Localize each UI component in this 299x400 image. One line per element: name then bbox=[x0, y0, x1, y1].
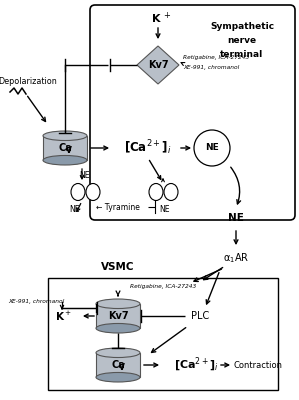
Text: α$_1$AR: α$_1$AR bbox=[223, 251, 249, 265]
Text: terminal: terminal bbox=[220, 50, 264, 59]
Text: Contraction: Contraction bbox=[234, 360, 283, 370]
Text: V: V bbox=[119, 363, 125, 372]
Text: [Ca$^{2+}$]$_i$: [Ca$^{2+}$]$_i$ bbox=[124, 139, 172, 157]
Text: Kv7: Kv7 bbox=[108, 311, 128, 321]
Text: K$^+$: K$^+$ bbox=[55, 310, 72, 322]
FancyBboxPatch shape bbox=[43, 136, 87, 160]
Text: V: V bbox=[66, 146, 72, 155]
FancyBboxPatch shape bbox=[96, 304, 140, 328]
FancyBboxPatch shape bbox=[48, 278, 278, 390]
Text: Depolarization: Depolarization bbox=[0, 78, 57, 86]
Text: NE: NE bbox=[228, 213, 244, 223]
Text: NE: NE bbox=[160, 206, 170, 214]
Ellipse shape bbox=[96, 324, 140, 333]
Text: [Ca$^{2+}$]$_i$: [Ca$^{2+}$]$_i$ bbox=[173, 356, 219, 374]
Ellipse shape bbox=[96, 299, 140, 308]
Text: NE: NE bbox=[205, 144, 219, 152]
Ellipse shape bbox=[96, 348, 140, 358]
Polygon shape bbox=[137, 46, 179, 84]
Text: NE: NE bbox=[70, 206, 80, 214]
Text: VSMC: VSMC bbox=[101, 262, 135, 272]
Text: Ca: Ca bbox=[58, 143, 72, 153]
Text: XE-991, chromanol: XE-991, chromanol bbox=[8, 300, 64, 304]
Text: Retigabine, ICA-27243: Retigabine, ICA-27243 bbox=[130, 284, 196, 289]
Text: PLC: PLC bbox=[191, 311, 209, 321]
Text: Sympathetic: Sympathetic bbox=[210, 22, 274, 31]
Ellipse shape bbox=[71, 184, 85, 200]
Text: Retigabine, ICA-27243: Retigabine, ICA-27243 bbox=[183, 56, 249, 60]
Text: Kv7: Kv7 bbox=[148, 60, 168, 70]
Ellipse shape bbox=[43, 156, 87, 165]
Text: Ca: Ca bbox=[111, 360, 125, 370]
Text: XE-991, chromanol: XE-991, chromanol bbox=[183, 66, 239, 70]
Ellipse shape bbox=[149, 184, 163, 200]
FancyBboxPatch shape bbox=[96, 353, 140, 377]
Ellipse shape bbox=[43, 131, 87, 140]
Text: nerve: nerve bbox=[228, 36, 257, 45]
Ellipse shape bbox=[164, 184, 178, 200]
Ellipse shape bbox=[86, 184, 100, 200]
Text: K: K bbox=[152, 14, 161, 24]
Circle shape bbox=[194, 130, 230, 166]
Text: ← Tyramine: ← Tyramine bbox=[96, 204, 140, 212]
Text: +: + bbox=[163, 11, 170, 20]
Text: NE: NE bbox=[80, 170, 90, 180]
Ellipse shape bbox=[96, 372, 140, 382]
